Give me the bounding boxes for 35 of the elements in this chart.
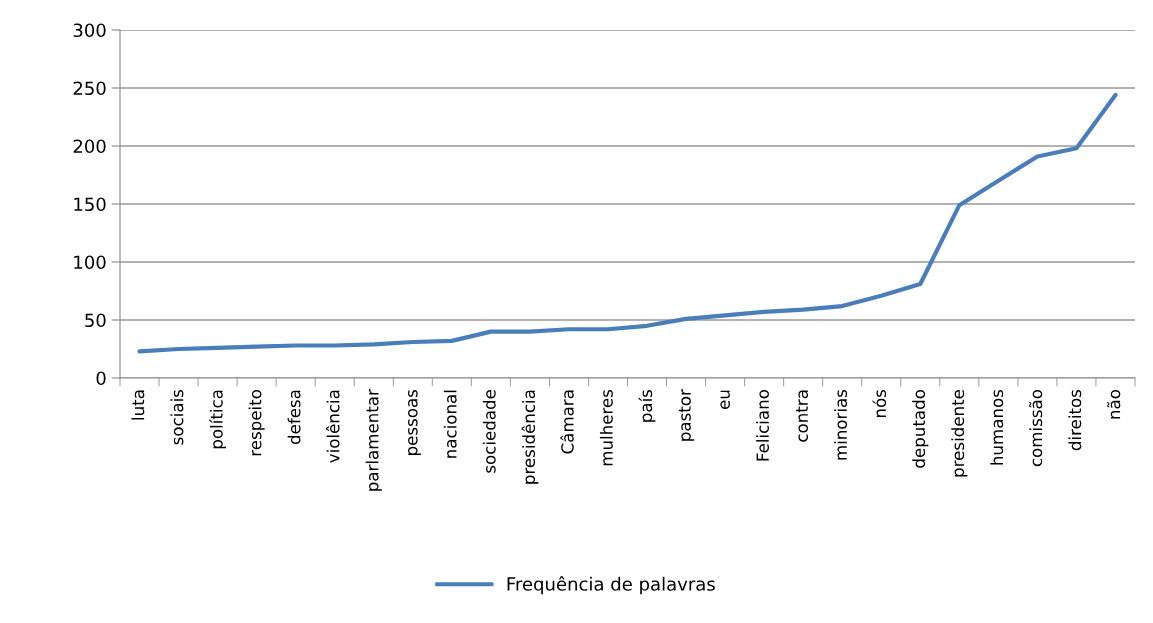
- x-tick-label: presidência: [521, 390, 539, 484]
- y-tick-label: 300: [73, 23, 106, 38]
- x-tick-label: pessoas: [408, 389, 421, 455]
- x-tick-label: minorias: [834, 389, 848, 460]
- y-tick-label: 200: [73, 139, 106, 154]
- legend-label: Frequência de palavras: [507, 576, 715, 595]
- x-tick-label: humanos: [990, 389, 1004, 465]
- x-tick-label: Câmara: [560, 390, 574, 454]
- x-tick-label: presidente: [951, 390, 968, 477]
- y-tick-label: 150: [74, 197, 106, 212]
- x-tick-label: sociedade: [482, 390, 496, 473]
- x-tick-label: nacional: [443, 390, 457, 458]
- x-tick-label: violência: [325, 390, 340, 463]
- x-tick-label: eu: [720, 390, 730, 410]
- x-tick-label: país: [638, 389, 656, 422]
- x-tick-label: direitos: [1068, 389, 1082, 451]
- x-tick-label: mulheres: [599, 389, 613, 466]
- y-tick-label: 100: [74, 255, 106, 270]
- x-tick-label: não: [1107, 390, 1121, 419]
- x-tick-label: deputado: [912, 390, 929, 468]
- x-tick-label: parlamentar: [365, 389, 382, 491]
- x-tick-label: respeito: [248, 390, 265, 456]
- y-tick-label: 50: [85, 313, 106, 328]
- x-tick-label: defesa: [287, 390, 301, 445]
- x-tick-label: Feliciano: [756, 390, 769, 461]
- x-tick-label: pastor: [678, 389, 695, 441]
- x-tick-label: comissão: [1029, 390, 1043, 467]
- y-tick-label: 0: [96, 371, 106, 386]
- x-tick-label: nós: [872, 389, 887, 418]
- y-tick-label: 250: [73, 81, 106, 96]
- x-tick-label: contra: [796, 390, 809, 442]
- x-tick-label: luta: [131, 390, 145, 420]
- line-series: [137, 92, 1118, 354]
- x-tick-label: sociais: [170, 389, 184, 445]
- x-tick-label: política: [209, 390, 226, 449]
